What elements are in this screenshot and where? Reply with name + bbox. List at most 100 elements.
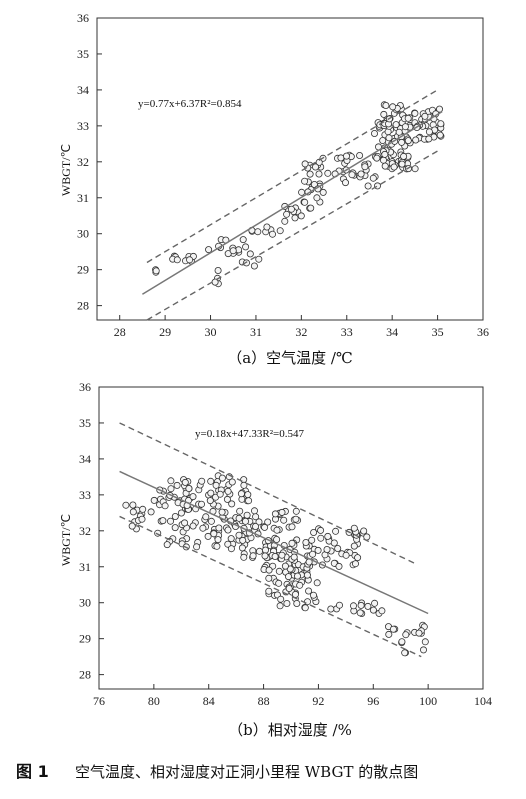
data-point (369, 174, 377, 182)
data-point (223, 495, 231, 503)
regression-equation-a: y=0.77x+6.37R²=0.854 (138, 98, 242, 110)
data-point (288, 539, 296, 547)
data-point (224, 487, 232, 495)
data-point (298, 188, 306, 196)
y-tick-label: 29 (79, 632, 91, 646)
data-point (297, 212, 305, 220)
data-point (277, 595, 285, 603)
y-tick-label: 35 (79, 416, 91, 430)
data-point (292, 515, 300, 523)
data-point (415, 629, 423, 637)
data-point (436, 131, 444, 139)
data-point (177, 509, 185, 517)
data-point (212, 481, 220, 489)
lower-prediction-band (119, 515, 422, 658)
data-point (317, 526, 325, 534)
y-tick-label: 34 (77, 83, 89, 97)
data-point (280, 516, 288, 524)
data-point (398, 638, 406, 646)
data-point (281, 217, 289, 225)
chart-panel-a: 28 29 30 31 32 33 34 35 36 28 29 30 31 32 33 34 35 36 WBG… (59, 11, 489, 367)
data-point (379, 136, 387, 144)
data-point (152, 267, 160, 275)
data-point (261, 546, 269, 554)
data-point (309, 550, 317, 558)
data-point (218, 474, 226, 482)
data-point (186, 256, 194, 264)
figure-number: 图 1 (16, 762, 49, 781)
data-point (301, 160, 309, 168)
data-point (401, 649, 409, 657)
data-point (373, 182, 381, 190)
y-tick-label: 35 (77, 47, 89, 61)
y-tick-label: 28 (77, 299, 89, 313)
data-point (404, 137, 412, 145)
data-point (319, 188, 327, 196)
data-point (335, 562, 343, 570)
data-point (301, 198, 309, 206)
y-tick-label: 31 (79, 560, 91, 574)
data-point (296, 581, 304, 589)
data-point (271, 553, 279, 561)
y-axis-label-a: WBGT/℃ (59, 144, 73, 196)
y-tick-label: 32 (79, 524, 91, 538)
data-point (239, 236, 247, 244)
lower-prediction-band (146, 150, 438, 321)
data-point (255, 255, 263, 263)
data-point (218, 508, 226, 516)
data-point (390, 163, 398, 171)
data-point (389, 103, 397, 111)
data-point (341, 179, 349, 187)
data-point (236, 507, 244, 515)
data-point (235, 514, 243, 522)
data-point (263, 223, 271, 231)
data-point (317, 534, 325, 542)
data-point (371, 599, 379, 607)
data-point (261, 523, 269, 531)
data-point (264, 518, 272, 526)
x-tick-label: 32 (295, 325, 307, 339)
data-point (303, 598, 311, 606)
y-tick-label: 28 (79, 668, 91, 682)
data-point (402, 631, 410, 639)
scatter-points-a (152, 101, 445, 288)
x-tick-label: 84 (203, 694, 215, 708)
data-point (276, 227, 284, 235)
data-point (342, 152, 350, 160)
data-point (380, 110, 388, 118)
data-point (227, 545, 235, 553)
data-point (401, 123, 409, 131)
data-point (242, 243, 250, 251)
data-point (305, 587, 313, 595)
data-point (293, 572, 301, 580)
data-point (364, 602, 372, 610)
data-point (255, 518, 263, 526)
data-point (181, 519, 189, 527)
data-point (240, 481, 248, 489)
x-tick-label: 92 (312, 694, 324, 708)
data-point (163, 541, 171, 549)
data-point (227, 535, 235, 543)
data-point (334, 545, 342, 553)
data-point (128, 522, 136, 530)
data-point (171, 513, 179, 521)
data-point (204, 532, 212, 540)
data-point (381, 150, 389, 158)
data-point (255, 547, 263, 555)
data-point (379, 156, 387, 164)
regression-lines-a (142, 89, 443, 321)
data-point (381, 162, 389, 170)
x-tick-label: 29 (159, 325, 171, 339)
data-point (167, 477, 175, 485)
data-point (139, 505, 147, 513)
data-point (324, 532, 332, 540)
data-point (285, 585, 293, 593)
data-point (301, 604, 309, 612)
data-point (237, 490, 245, 498)
y-tick-label: 29 (77, 263, 89, 277)
data-point (197, 500, 205, 508)
data-point (303, 571, 311, 579)
chart-panel-b: 76 80 84 88 92 96 100 104 28 29 30 31 32 33 34 35 36 WBG… (59, 380, 492, 739)
data-point (290, 553, 298, 561)
data-point (314, 546, 322, 554)
